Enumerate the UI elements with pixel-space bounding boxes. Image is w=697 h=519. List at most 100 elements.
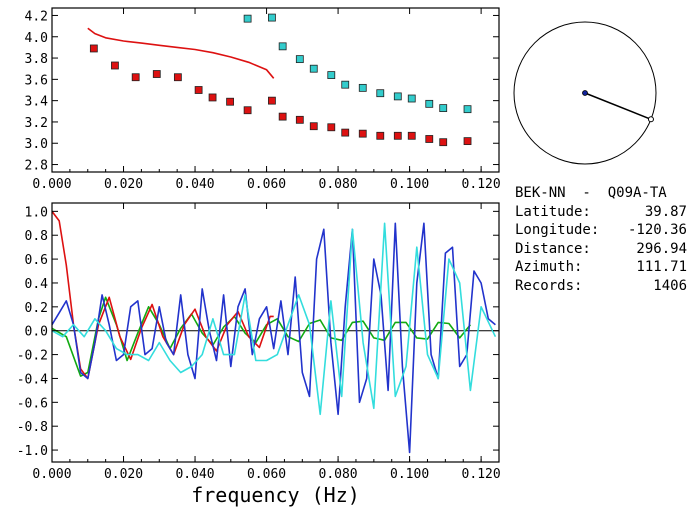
data-point (425, 135, 434, 143)
x-tick-label: 0.040 (175, 467, 214, 482)
data-point (376, 89, 385, 98)
data-point (407, 131, 416, 140)
x-tick-label: 0.020 (104, 177, 143, 192)
y-tick-label: 3.0 (25, 137, 48, 152)
distance-label: Distance: (515, 240, 591, 257)
station-latitude-row: Latitude: 39.87 (515, 203, 695, 222)
series-line-0 (87, 27, 275, 79)
data-point (226, 97, 234, 106)
azimuth-end-marker (647, 116, 654, 123)
x-tick-label: 0.120 (462, 177, 501, 192)
x-axis-label: frequency (Hz) (191, 483, 360, 507)
x-tick-label: 0.100 (390, 177, 429, 192)
axes-frame (51, 202, 500, 463)
series-line-1 (52, 210, 274, 380)
data-point (295, 55, 304, 64)
records-value: 1406 (653, 277, 687, 294)
data-point (376, 131, 385, 140)
data-point (152, 70, 161, 78)
y-tick-label: 3.4 (25, 95, 49, 110)
data-point (173, 73, 182, 82)
azimuth-label: Azimuth: (515, 259, 583, 275)
y-tick-label: 0.2 (25, 301, 48, 316)
x-tick-label: 0.120 (462, 467, 501, 482)
y-tick-label: 4.2 (25, 9, 48, 24)
x-tick-label: 0.100 (390, 467, 429, 482)
azimuth-circle (513, 21, 657, 165)
top-chart: 0.000 0.020 0.040 0.060 0.080 0.100 0.120 2.8 3.… (25, 7, 501, 192)
latitude-value: 39.87 (644, 203, 687, 220)
y-tick-label: 4.0 (25, 31, 48, 46)
data-point (327, 123, 336, 132)
data-point (341, 128, 350, 137)
station-distance-row: Distance: 296.94 (515, 240, 695, 259)
bottom-chart: 0.000 0.020 0.040 0.060 0.080 0.100 0.120 -1.0 -… (17, 202, 501, 507)
y-tick-label: -0.8 (17, 420, 48, 435)
longitude-value: -120.36 (627, 222, 687, 238)
azimuth-circle-plot (513, 21, 657, 165)
data-point (439, 138, 448, 147)
data-point (463, 105, 472, 114)
y-tick-label: 3.8 (25, 52, 48, 67)
station-longitude-row: Longitude: -120.36 (515, 221, 695, 240)
y-tick-label: -0.2 (17, 349, 48, 364)
x-tick-label: 0.080 (319, 177, 358, 192)
data-point (327, 71, 336, 79)
azimuth-value: 111.71 (636, 259, 687, 275)
distance-value: 296.94 (636, 240, 687, 257)
y-tick-label: -0.4 (17, 372, 48, 387)
data-point (295, 115, 304, 124)
y-tick-label: -0.6 (17, 396, 48, 411)
data-point (425, 99, 434, 108)
data-point (131, 73, 140, 82)
data-point (268, 13, 276, 22)
x-tick-label: 0.060 (247, 467, 286, 482)
series-line-0 (52, 296, 472, 377)
series-line-2 (52, 222, 496, 454)
data-point (194, 86, 203, 94)
data-point (208, 93, 217, 102)
azimuth-line (584, 92, 652, 120)
y-tick-label: 0.8 (25, 229, 48, 244)
x-tick-label: 0.040 (175, 177, 214, 192)
station-name: BEK-NN - Q09A-TA (515, 185, 667, 201)
data-point (463, 137, 472, 146)
y-tick-label: 0.0 (25, 325, 48, 340)
data-point (111, 61, 119, 70)
x-tick-label: 0.000 (32, 177, 71, 192)
axes-frame (51, 7, 500, 173)
data-point (341, 80, 350, 89)
data-point (89, 44, 98, 53)
azimuth-center-dot (582, 90, 588, 96)
x-tick-label: 0.080 (319, 467, 358, 482)
y-tick-label: -1.0 (17, 444, 48, 459)
data-point (393, 92, 402, 101)
plot-area (87, 13, 472, 147)
data-point (243, 106, 252, 115)
y-tick-label: 0.6 (25, 253, 48, 268)
y-tick-label: 0.4 (25, 277, 49, 292)
station-info-panel: BEK-NN - Q09A-TA Latitude: 39.87 Longitud… (515, 184, 695, 295)
latitude-label: Latitude: (515, 203, 591, 220)
x-tick-label: 0.020 (104, 467, 143, 482)
longitude-label: Longitude: (515, 222, 600, 238)
y-tick-label: 3.6 (25, 73, 48, 88)
data-point (407, 94, 416, 103)
data-point (439, 104, 448, 113)
y-tick-label: 1.0 (25, 205, 48, 220)
data-point (309, 122, 318, 131)
data-point (278, 42, 287, 51)
data-point (278, 112, 287, 121)
y-tick-label: 2.8 (25, 159, 48, 174)
station-azimuth-row: Azimuth: 111.71 (515, 258, 695, 277)
series-line-3 (52, 222, 497, 416)
station-records-row: Records: 1406 (515, 277, 695, 296)
data-point (358, 129, 367, 138)
y-tick-label: 3.2 (25, 116, 48, 131)
plot-area (52, 210, 497, 454)
data-point (268, 96, 276, 105)
data-point (309, 64, 318, 73)
records-label: Records: (515, 277, 583, 294)
data-point (358, 83, 367, 92)
